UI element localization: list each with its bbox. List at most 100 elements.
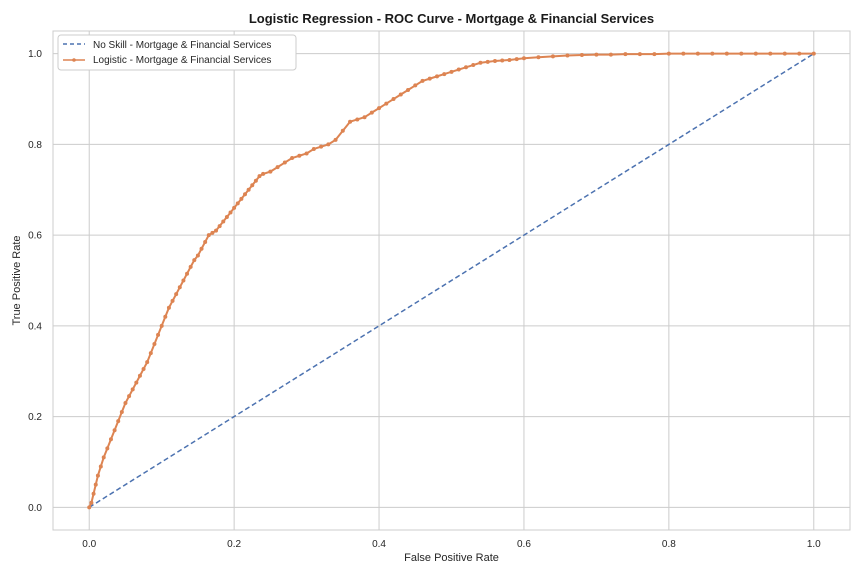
logistic-point: [123, 400, 128, 405]
logistic-point: [739, 51, 744, 56]
logistic-point: [398, 92, 403, 97]
logistic-point: [427, 76, 432, 81]
logistic-point: [137, 373, 142, 378]
logistic-point: [369, 110, 374, 115]
legend-box: [57, 34, 297, 71]
logistic-point: [413, 83, 418, 88]
logistic-point: [239, 196, 244, 201]
logistic-point: [228, 210, 233, 215]
logistic-point: [145, 360, 150, 365]
y-tick-label: 0.0: [28, 503, 42, 514]
x-tick-labels: 0.0 0.2 0.4 0.6 0.8 1.0: [82, 539, 821, 550]
plot-area: [52, 30, 851, 531]
logistic-point: [282, 160, 287, 165]
logistic-point: [105, 446, 110, 451]
logistic-point: [203, 239, 208, 244]
x-tick-label: 0.4: [372, 539, 386, 550]
logistic-point: [507, 58, 512, 63]
legend-no-skill-label: No Skill - Mortgage & Financial Services: [93, 40, 271, 51]
logistic-point: [253, 178, 258, 183]
legend-logistic-marker: [72, 58, 76, 62]
logistic-point: [206, 233, 211, 238]
logistic-point: [235, 201, 240, 206]
logistic-point: [214, 228, 219, 233]
logistic-point: [391, 97, 396, 102]
logistic-point: [666, 51, 671, 56]
logistic-point: [768, 51, 773, 56]
logistic-point: [811, 51, 816, 56]
logistic-point: [210, 230, 215, 235]
logistic-point: [116, 419, 121, 424]
logistic-point: [449, 69, 454, 74]
logistic-point: [246, 187, 251, 192]
plot-frame: [52, 30, 851, 531]
y-tick-labels: 0.0 0.2 0.4 0.6 0.8 1.0: [28, 49, 42, 514]
logistic-point: [797, 51, 802, 56]
logistic-point: [681, 51, 686, 56]
logistic-point: [406, 87, 411, 92]
logistic-point: [156, 332, 161, 337]
chart-title: Logistic Regression - ROC Curve - Mortga…: [249, 11, 654, 26]
y-tick-label: 0.6: [28, 231, 42, 242]
logistic-point: [95, 473, 100, 478]
logistic-point: [550, 54, 555, 59]
logistic-point: [579, 53, 584, 58]
logistic-point: [500, 58, 505, 63]
logistic-point: [652, 52, 657, 57]
x-tick-label: 1.0: [807, 539, 821, 550]
logistic-point: [134, 380, 139, 385]
logistic-point: [89, 500, 94, 505]
logistic-point: [101, 455, 106, 460]
logistic-point: [221, 219, 226, 224]
logistic-point: [148, 351, 153, 356]
logistic-point: [108, 437, 113, 442]
logistic-point: [362, 115, 367, 120]
logistic-point: [637, 52, 642, 57]
logistic-point: [170, 298, 175, 303]
logistic-point: [166, 305, 171, 310]
logistic-point: [268, 169, 273, 174]
logistic-point: [695, 51, 700, 56]
logistic-point: [163, 314, 168, 319]
logistic-point: [753, 51, 758, 56]
logistic-point: [384, 101, 389, 106]
logistic-point: [348, 119, 353, 124]
logistic-point: [275, 165, 280, 170]
logistic-point: [420, 78, 425, 83]
logistic-point: [130, 387, 135, 392]
y-gridlines: [53, 53, 850, 508]
y-tick-label: 0.8: [28, 140, 42, 151]
logistic-point: [98, 464, 103, 469]
x-gridlines: [88, 31, 815, 530]
logistic-point: [87, 505, 92, 510]
logistic-point: [442, 72, 447, 77]
logistic-point: [195, 253, 200, 258]
logistic-point: [192, 258, 197, 263]
logistic-point: [93, 482, 98, 487]
logistic-point: [435, 74, 440, 79]
logistic-point: [536, 55, 541, 60]
logistic-point: [478, 60, 483, 65]
x-tick-label: 0.8: [662, 539, 676, 550]
logistic-point: [127, 394, 132, 399]
x-tick-label: 0.0: [82, 539, 96, 550]
logistic-point: [243, 192, 248, 197]
logistic-point: [471, 63, 476, 68]
legend-logistic-label: Logistic - Mortgage & Financial Services: [93, 55, 271, 66]
x-tick-label: 0.2: [227, 539, 241, 550]
logistic-point: [311, 146, 316, 151]
logistic-point: [514, 57, 519, 62]
y-axis-label: True Positive Rate: [11, 235, 23, 325]
logistic-point: [185, 271, 190, 276]
logistic-point: [159, 323, 164, 328]
logistic-point: [232, 205, 237, 210]
logistic-point: [297, 153, 302, 158]
logistic-point: [608, 52, 613, 57]
logistic-point: [188, 264, 193, 269]
logistic-point: [177, 285, 182, 290]
logistic-point: [319, 144, 324, 149]
logistic-point: [463, 65, 468, 70]
logistic-point: [261, 171, 266, 176]
logistic-point: [152, 342, 157, 347]
